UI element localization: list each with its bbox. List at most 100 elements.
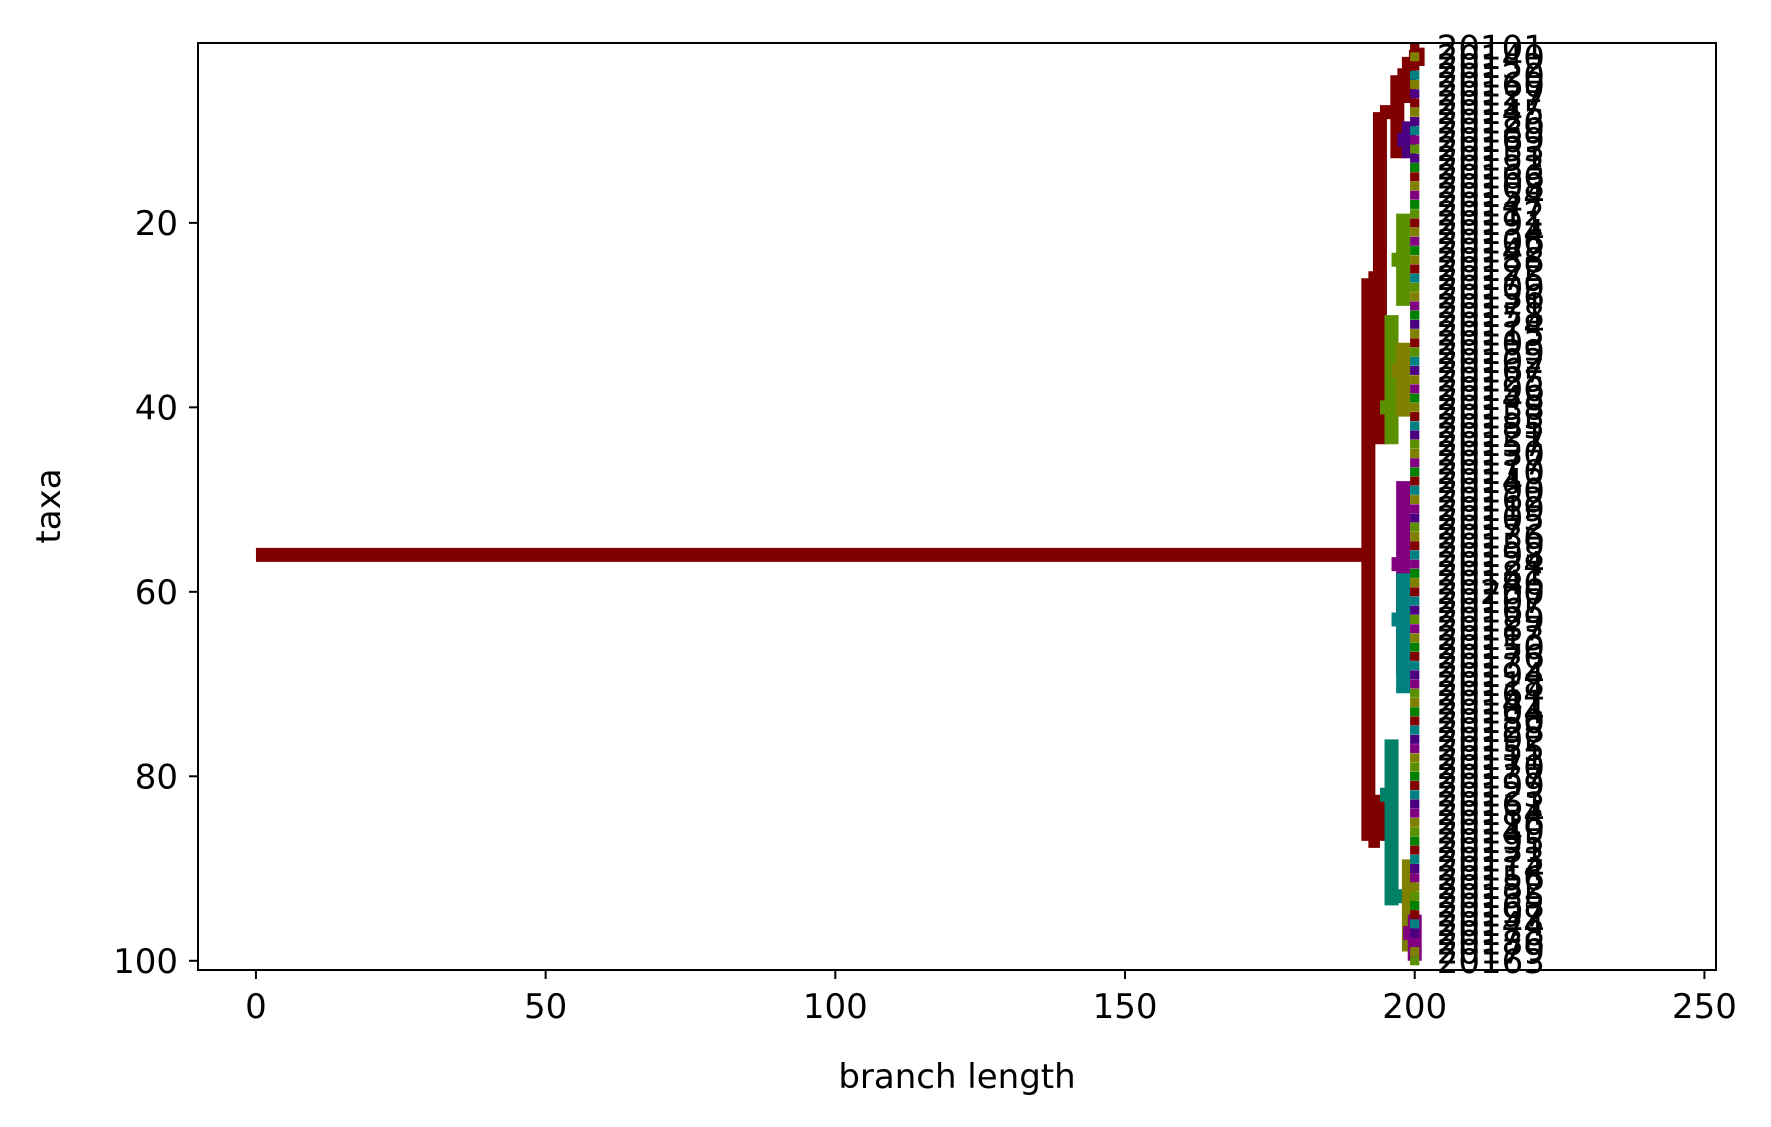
- x-tick-label-3: 150: [1093, 987, 1158, 1027]
- leaf-label-82: 20161: [1437, 785, 1545, 825]
- leaf-label-5: 20127: [1437, 75, 1545, 115]
- leaf-label-47: 20143: [1437, 462, 1545, 502]
- leaf-label-91: 20182: [1437, 868, 1545, 908]
- leaf-label-17: 20147: [1437, 185, 1545, 225]
- leaf-label-98: 20179: [1437, 933, 1545, 973]
- leaf-label-88: 20173: [1437, 840, 1545, 880]
- leaf-label-7: 20145: [1437, 93, 1545, 133]
- leaf-label-0: 20101: [1437, 29, 1545, 69]
- x-tick-label-2: 100: [803, 987, 868, 1027]
- leaf-label-13: 20183: [1437, 149, 1545, 189]
- leaf-label-26: 20109: [1437, 268, 1545, 308]
- leaf-label-78: 20170: [1437, 748, 1545, 788]
- leaf-label-20: 20134: [1437, 213, 1545, 253]
- x-tick-label-5: 250: [1672, 987, 1737, 1027]
- leaf-label-25: 20175: [1437, 259, 1545, 299]
- leaf-label-3: 20120: [1437, 56, 1545, 96]
- y-tick-label-1: 40: [135, 388, 178, 428]
- y-tick-label-0: 20: [135, 204, 178, 244]
- leaf-label-52: 20172: [1437, 508, 1545, 548]
- leaf-label-97: 20186: [1437, 923, 1545, 963]
- leaf-label-59: 20200: [1437, 573, 1545, 613]
- leaf-label-22: 20142: [1437, 232, 1545, 272]
- leaf-label-18: 20112: [1437, 195, 1545, 235]
- leaf-label-6: 20117: [1437, 84, 1545, 124]
- leaf-label-30: 20174: [1437, 305, 1545, 345]
- leaf-label-60: 20107: [1437, 582, 1545, 622]
- leaf-label-4: 20160: [1437, 66, 1545, 106]
- leaf-label-54: 20159: [1437, 527, 1545, 567]
- leaf-label-45: 20177: [1437, 444, 1545, 484]
- leaf-label-81: 20123: [1437, 776, 1545, 816]
- leaf-labels: 2010120140201522012020160201272011720145…: [1437, 29, 1545, 982]
- leaf-label-39: 20138: [1437, 388, 1545, 428]
- leaf-label-92: 20135: [1437, 877, 1545, 917]
- leaf-label-32: 20103: [1437, 324, 1545, 364]
- leaf-label-11: 20133: [1437, 130, 1545, 170]
- leaf-label-12: 20151: [1437, 139, 1545, 179]
- leaf-label-85: 20149: [1437, 813, 1545, 853]
- leaf-label-83: 20184: [1437, 794, 1545, 834]
- leaf-label-68: 20194: [1437, 656, 1545, 696]
- leaf-label-84: 20116: [1437, 803, 1545, 843]
- y-axis-title: taxa: [29, 468, 69, 543]
- leaf-label-77: 20111: [1437, 739, 1545, 779]
- leaf-label-29: 20158: [1437, 296, 1545, 336]
- leaf-label-79: 20137: [1437, 757, 1545, 797]
- leaf-label-71: 20141: [1437, 684, 1545, 724]
- leaf-label-56: 20124: [1437, 545, 1545, 585]
- y-tick-label-3: 80: [135, 757, 178, 797]
- leaf-label-62: 20129: [1437, 600, 1545, 640]
- x-tick-label-4: 200: [1382, 987, 1447, 1027]
- leaf-label-51: 20105: [1437, 499, 1545, 539]
- leaf-label-76: 20155: [1437, 730, 1545, 770]
- leaf-label-69: 20118: [1437, 665, 1545, 705]
- y-axis-ticks: 20 40 60 80 100: [113, 204, 198, 982]
- leaf-label-61: 20165: [1437, 591, 1545, 631]
- leaf-label-16: 20154: [1437, 176, 1545, 216]
- leaf-label-31: 20115: [1437, 315, 1545, 355]
- x-axis-ticks: 0 50 100 150 200 250: [245, 970, 1737, 1027]
- plot-frame: [197, 42, 1717, 971]
- leaf-label-14: 20166: [1437, 158, 1545, 198]
- leaf-label-74: 20128: [1437, 711, 1545, 751]
- leaf-label-33: 20139: [1437, 333, 1545, 373]
- leaf-label-63: 20187: [1437, 610, 1545, 650]
- leaf-label-99: 20163: [1437, 942, 1545, 982]
- leaf-label-66: 20176: [1437, 637, 1545, 677]
- leaf-label-95: 20144: [1437, 905, 1545, 945]
- x-tick-label-1: 50: [524, 987, 567, 1027]
- leaf-label-9: 20189: [1437, 112, 1545, 152]
- leaf-label-64: 20113: [1437, 619, 1545, 659]
- leaf-label-27: 20136: [1437, 278, 1545, 318]
- leaf-label-55: 20198: [1437, 536, 1545, 576]
- leaf-label-2: 20152: [1437, 47, 1545, 87]
- leaf-label-94: 20197: [1437, 896, 1545, 936]
- leaf-label-1: 20140: [1437, 38, 1545, 78]
- leaf-label-23: 20188: [1437, 241, 1545, 281]
- leaf-label-24: 20122: [1437, 250, 1545, 290]
- leaf-label-87: 20131: [1437, 831, 1545, 871]
- leaf-label-70: 20164: [1437, 674, 1545, 714]
- leaf-label-53: 20136: [1437, 517, 1545, 557]
- leaf-label-37: 20196: [1437, 370, 1545, 410]
- leaf-label-89: 20114: [1437, 850, 1545, 890]
- leaf-label-21: 20106: [1437, 222, 1545, 262]
- leaf-label-38: 20148: [1437, 379, 1545, 419]
- leaf-label-44: 20130: [1437, 434, 1545, 474]
- leaf-label-65: 20150: [1437, 628, 1545, 668]
- leaf-label-19: 20191: [1437, 204, 1545, 244]
- y-tick-label-4: 100: [113, 942, 178, 982]
- leaf-label-90: 20156: [1437, 859, 1545, 899]
- leaf-label-43: 20157: [1437, 425, 1545, 465]
- leaf-label-93: 20168: [1437, 886, 1545, 926]
- leaf-label-72: 20104: [1437, 693, 1545, 733]
- leaf-label-75: 20192: [1437, 720, 1545, 760]
- x-tick-label-0: 0: [245, 987, 267, 1027]
- leaf-label-15: 20108: [1437, 167, 1545, 207]
- leaf-label-58: 20146: [1437, 564, 1545, 604]
- leaf-label-48: 20190: [1437, 471, 1545, 511]
- x-axis-title: branch length: [838, 1057, 1075, 1097]
